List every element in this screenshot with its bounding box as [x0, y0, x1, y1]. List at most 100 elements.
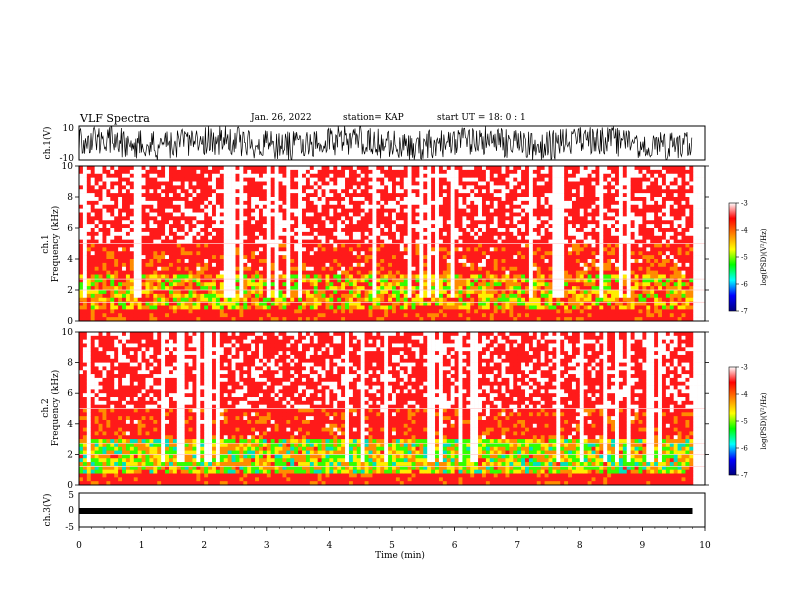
spec1-cell	[192, 282, 197, 287]
spec1-cell	[122, 243, 127, 248]
spec1-cell	[517, 297, 522, 302]
spec1-cell	[82, 313, 88, 318]
spec1-cell	[392, 181, 397, 186]
spec1-cell	[458, 282, 463, 287]
spec1-cell	[376, 297, 381, 302]
spec1-cell	[560, 309, 565, 314]
spec1-cell	[266, 228, 272, 233]
spec1-cell	[348, 313, 354, 318]
spec1-cell	[161, 313, 166, 318]
spec1-cell	[345, 243, 350, 248]
spec1-cell	[356, 208, 361, 213]
spec1-cell	[114, 255, 119, 260]
spec1-cell	[125, 189, 131, 194]
spec1-cell	[325, 251, 330, 256]
spec1-cell	[153, 286, 158, 291]
spec1-cell	[286, 231, 291, 237]
spec1-cell	[251, 185, 256, 190]
spec1-cell	[176, 243, 182, 248]
spec1-cell	[137, 185, 142, 190]
spec1-cell	[313, 173, 318, 178]
spec1-cell	[172, 251, 178, 256]
spec1-cell	[200, 166, 205, 171]
spec1-cell	[247, 231, 252, 237]
spec1-cell	[317, 197, 322, 202]
spec1-cell	[392, 193, 397, 198]
spec1-cell	[223, 282, 228, 287]
spec1-cell	[380, 177, 385, 182]
spec1-cell	[525, 251, 530, 256]
spec1-cell	[364, 173, 369, 178]
spec1-cell	[294, 274, 299, 279]
spec1-cell	[345, 231, 350, 237]
spec1-cell	[435, 259, 440, 264]
spec1-cell	[364, 305, 369, 310]
spec1-cell	[462, 274, 467, 279]
spec1-cell	[298, 247, 303, 252]
spec1-cell	[341, 204, 346, 209]
spec1-cell	[79, 255, 84, 260]
spec1-cell	[251, 247, 256, 252]
spec1-cell	[345, 309, 350, 314]
spec1-cell	[548, 200, 553, 206]
spec1-cell	[204, 247, 209, 252]
spec1-cell	[384, 309, 389, 314]
spec1-cell	[485, 293, 491, 299]
spec1-cell	[454, 212, 459, 217]
spec1-cell	[278, 173, 283, 178]
spec1-cell	[86, 255, 92, 260]
spec1-cell	[552, 166, 557, 171]
spec1-cell	[392, 239, 397, 244]
spec1-cell	[212, 313, 217, 318]
spec1-cell	[165, 259, 170, 264]
spec1-cell	[540, 239, 545, 244]
spec1-cell	[223, 266, 228, 271]
spec1-cell	[489, 274, 495, 279]
spec1-cell	[481, 204, 487, 209]
spec1-cell	[556, 197, 561, 202]
spec1-cell	[384, 231, 389, 237]
spec1-cell	[133, 189, 138, 194]
spec1-cell	[302, 181, 307, 186]
spec1-cell	[513, 290, 518, 295]
spec1-cell	[333, 286, 338, 291]
spec1-cell	[98, 193, 103, 198]
spec1-cell	[388, 185, 393, 190]
spec1-cell	[360, 278, 365, 283]
spec1-cell	[517, 259, 522, 264]
spec1-cell	[454, 220, 459, 225]
spec1-cell	[388, 197, 393, 202]
spec1-cell	[208, 204, 213, 209]
spec1-cell	[528, 282, 534, 287]
spec1-cell	[145, 309, 150, 314]
spec1-cell	[450, 204, 455, 209]
spec1-cell	[435, 255, 440, 260]
spec1-cell	[196, 166, 201, 171]
spec1-cell	[360, 177, 365, 182]
spec1-cell	[125, 293, 131, 299]
spec1-cell	[364, 293, 369, 299]
spec1-cell	[235, 266, 240, 271]
spec1-cell	[399, 262, 405, 268]
spec1-cell	[129, 247, 135, 252]
spec1-cell	[415, 278, 420, 283]
spec1-cell	[380, 212, 385, 217]
spec1-cell	[556, 266, 561, 271]
spec1-cell	[82, 282, 88, 287]
spec1-cell	[493, 216, 498, 221]
spec1-cell	[427, 305, 432, 310]
spec1-cell	[505, 166, 510, 171]
spec1-cell	[204, 278, 209, 283]
spec1-cell	[180, 247, 185, 252]
spec1-cell	[118, 317, 123, 321]
spec1-cell	[392, 212, 397, 217]
spec1-cell	[352, 173, 358, 178]
spec1-cell	[227, 309, 232, 314]
spec1-cell	[114, 278, 119, 283]
spec1-cell	[337, 270, 342, 275]
spec1-cell	[407, 247, 412, 252]
spec1-cell	[505, 235, 510, 240]
spec1-cell	[243, 220, 248, 225]
spec1-cell	[176, 235, 182, 240]
spec1-cell	[200, 286, 205, 291]
